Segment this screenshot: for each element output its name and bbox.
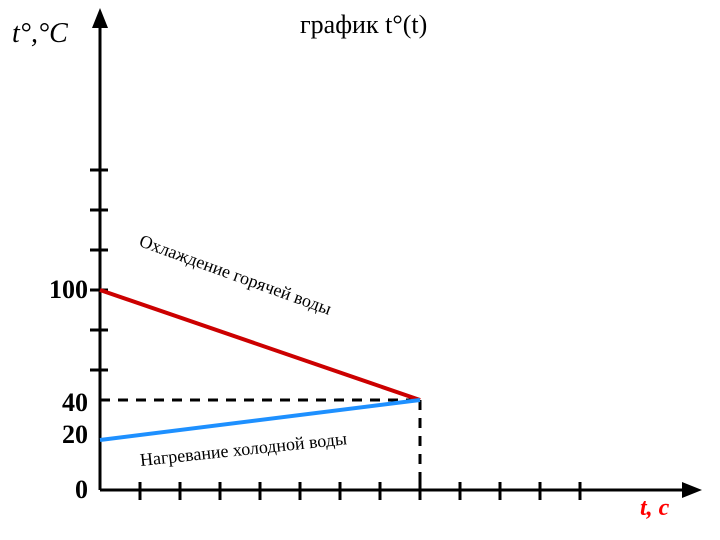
cold-line: [100, 400, 420, 440]
y-tick-20: 20: [28, 420, 88, 450]
y-tick-100: 100: [28, 275, 88, 305]
y-axis-arrow: [92, 8, 108, 28]
y-axis-label: t°,°C: [12, 18, 68, 50]
chart-svg: [0, 0, 720, 540]
x-axis-label: t, c: [640, 495, 669, 522]
chart-title: график t°(t): [300, 10, 427, 40]
y-tick-0: 0: [28, 475, 88, 505]
chart-container: график t°(t) t°,°C t, c 100 40 20 0 Охла…: [0, 0, 720, 540]
x-axis-arrow: [682, 482, 702, 498]
y-tick-40: 40: [28, 388, 88, 418]
hot-line: [100, 290, 420, 400]
